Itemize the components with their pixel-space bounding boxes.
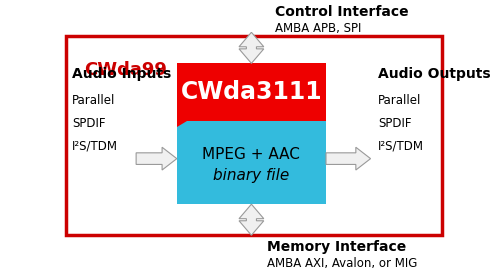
Polygon shape <box>177 121 326 204</box>
Text: I²S/TDM: I²S/TDM <box>378 140 424 153</box>
Text: Parallel: Parallel <box>72 94 116 107</box>
Text: Memory Interface: Memory Interface <box>267 240 406 254</box>
Text: AMBA APB, SPI: AMBA APB, SPI <box>274 22 361 35</box>
Text: Audio Outputs: Audio Outputs <box>378 67 491 81</box>
Polygon shape <box>239 32 264 63</box>
Polygon shape <box>136 147 177 170</box>
Text: SPDIF: SPDIF <box>378 117 412 130</box>
Bar <box>177 63 326 204</box>
Text: Audio Inputs: Audio Inputs <box>72 67 172 81</box>
Polygon shape <box>326 147 370 170</box>
Text: I²S/TDM: I²S/TDM <box>72 140 118 153</box>
Text: MPEG + AAC: MPEG + AAC <box>202 147 300 162</box>
Text: Parallel: Parallel <box>378 94 422 107</box>
Text: CWda3111: CWda3111 <box>180 80 322 104</box>
Text: CWda99: CWda99 <box>84 61 166 79</box>
Text: SPDIF: SPDIF <box>72 117 106 130</box>
Polygon shape <box>239 204 264 235</box>
Text: binary file: binary file <box>214 168 290 183</box>
Text: Control Interface: Control Interface <box>274 5 408 19</box>
Text: AMBA AXI, Avalon, or MIG: AMBA AXI, Avalon, or MIG <box>267 257 418 269</box>
